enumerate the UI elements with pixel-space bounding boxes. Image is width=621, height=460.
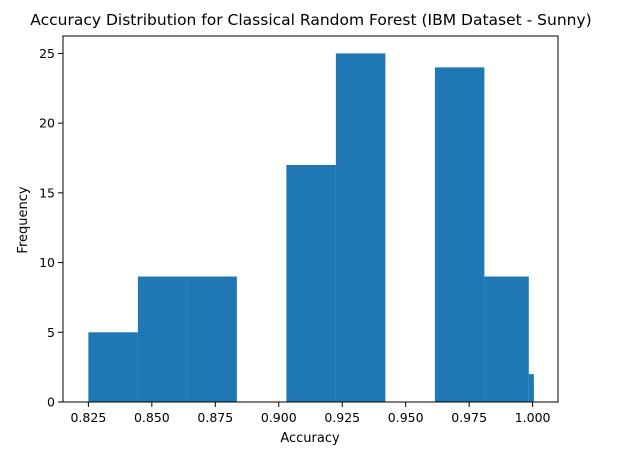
x-axis-label: Accuracy: [280, 431, 340, 446]
x-tick-label: 0.925: [324, 410, 360, 425]
plot-frame: [62, 35, 559, 403]
chart-title: Accuracy Distribution for Classical Rand…: [30, 11, 591, 29]
histogram-bar: [484, 276, 529, 402]
y-tick-label: 5: [47, 325, 55, 340]
x-tick-label: 0.900: [261, 410, 297, 425]
histogram-bar: [187, 276, 237, 402]
x-tick-label: 0.875: [197, 410, 233, 425]
y-tick-label: 25: [39, 46, 55, 61]
y-axis-ticks: 0 5 10 15 20 25: [39, 46, 63, 410]
y-tick-label: 15: [39, 185, 55, 200]
y-tick-label: 10: [39, 255, 55, 270]
x-tick-label: 0.950: [388, 410, 424, 425]
bars-group: [88, 53, 534, 403]
x-tick-label: 1.000: [515, 410, 551, 425]
histogram-bar: [286, 164, 336, 402]
histogram-bar: [88, 332, 138, 402]
histogram-bar: [528, 374, 534, 402]
y-axis-label: Frequency: [16, 186, 31, 253]
y-tick-label: 20: [39, 116, 55, 131]
x-tick-label: 0.850: [134, 410, 170, 425]
x-axis-ticks: 0.825 0.850 0.875 0.900 0.925 0.950 0.975 1.000: [70, 402, 551, 425]
histogram-bar: [335, 53, 386, 403]
x-tick-label: 0.825: [70, 410, 106, 425]
histogram-bar: [137, 276, 188, 402]
x-tick-label: 0.975: [451, 410, 487, 425]
histogram-bar: [434, 67, 485, 402]
y-tick-label: 0: [47, 395, 55, 410]
